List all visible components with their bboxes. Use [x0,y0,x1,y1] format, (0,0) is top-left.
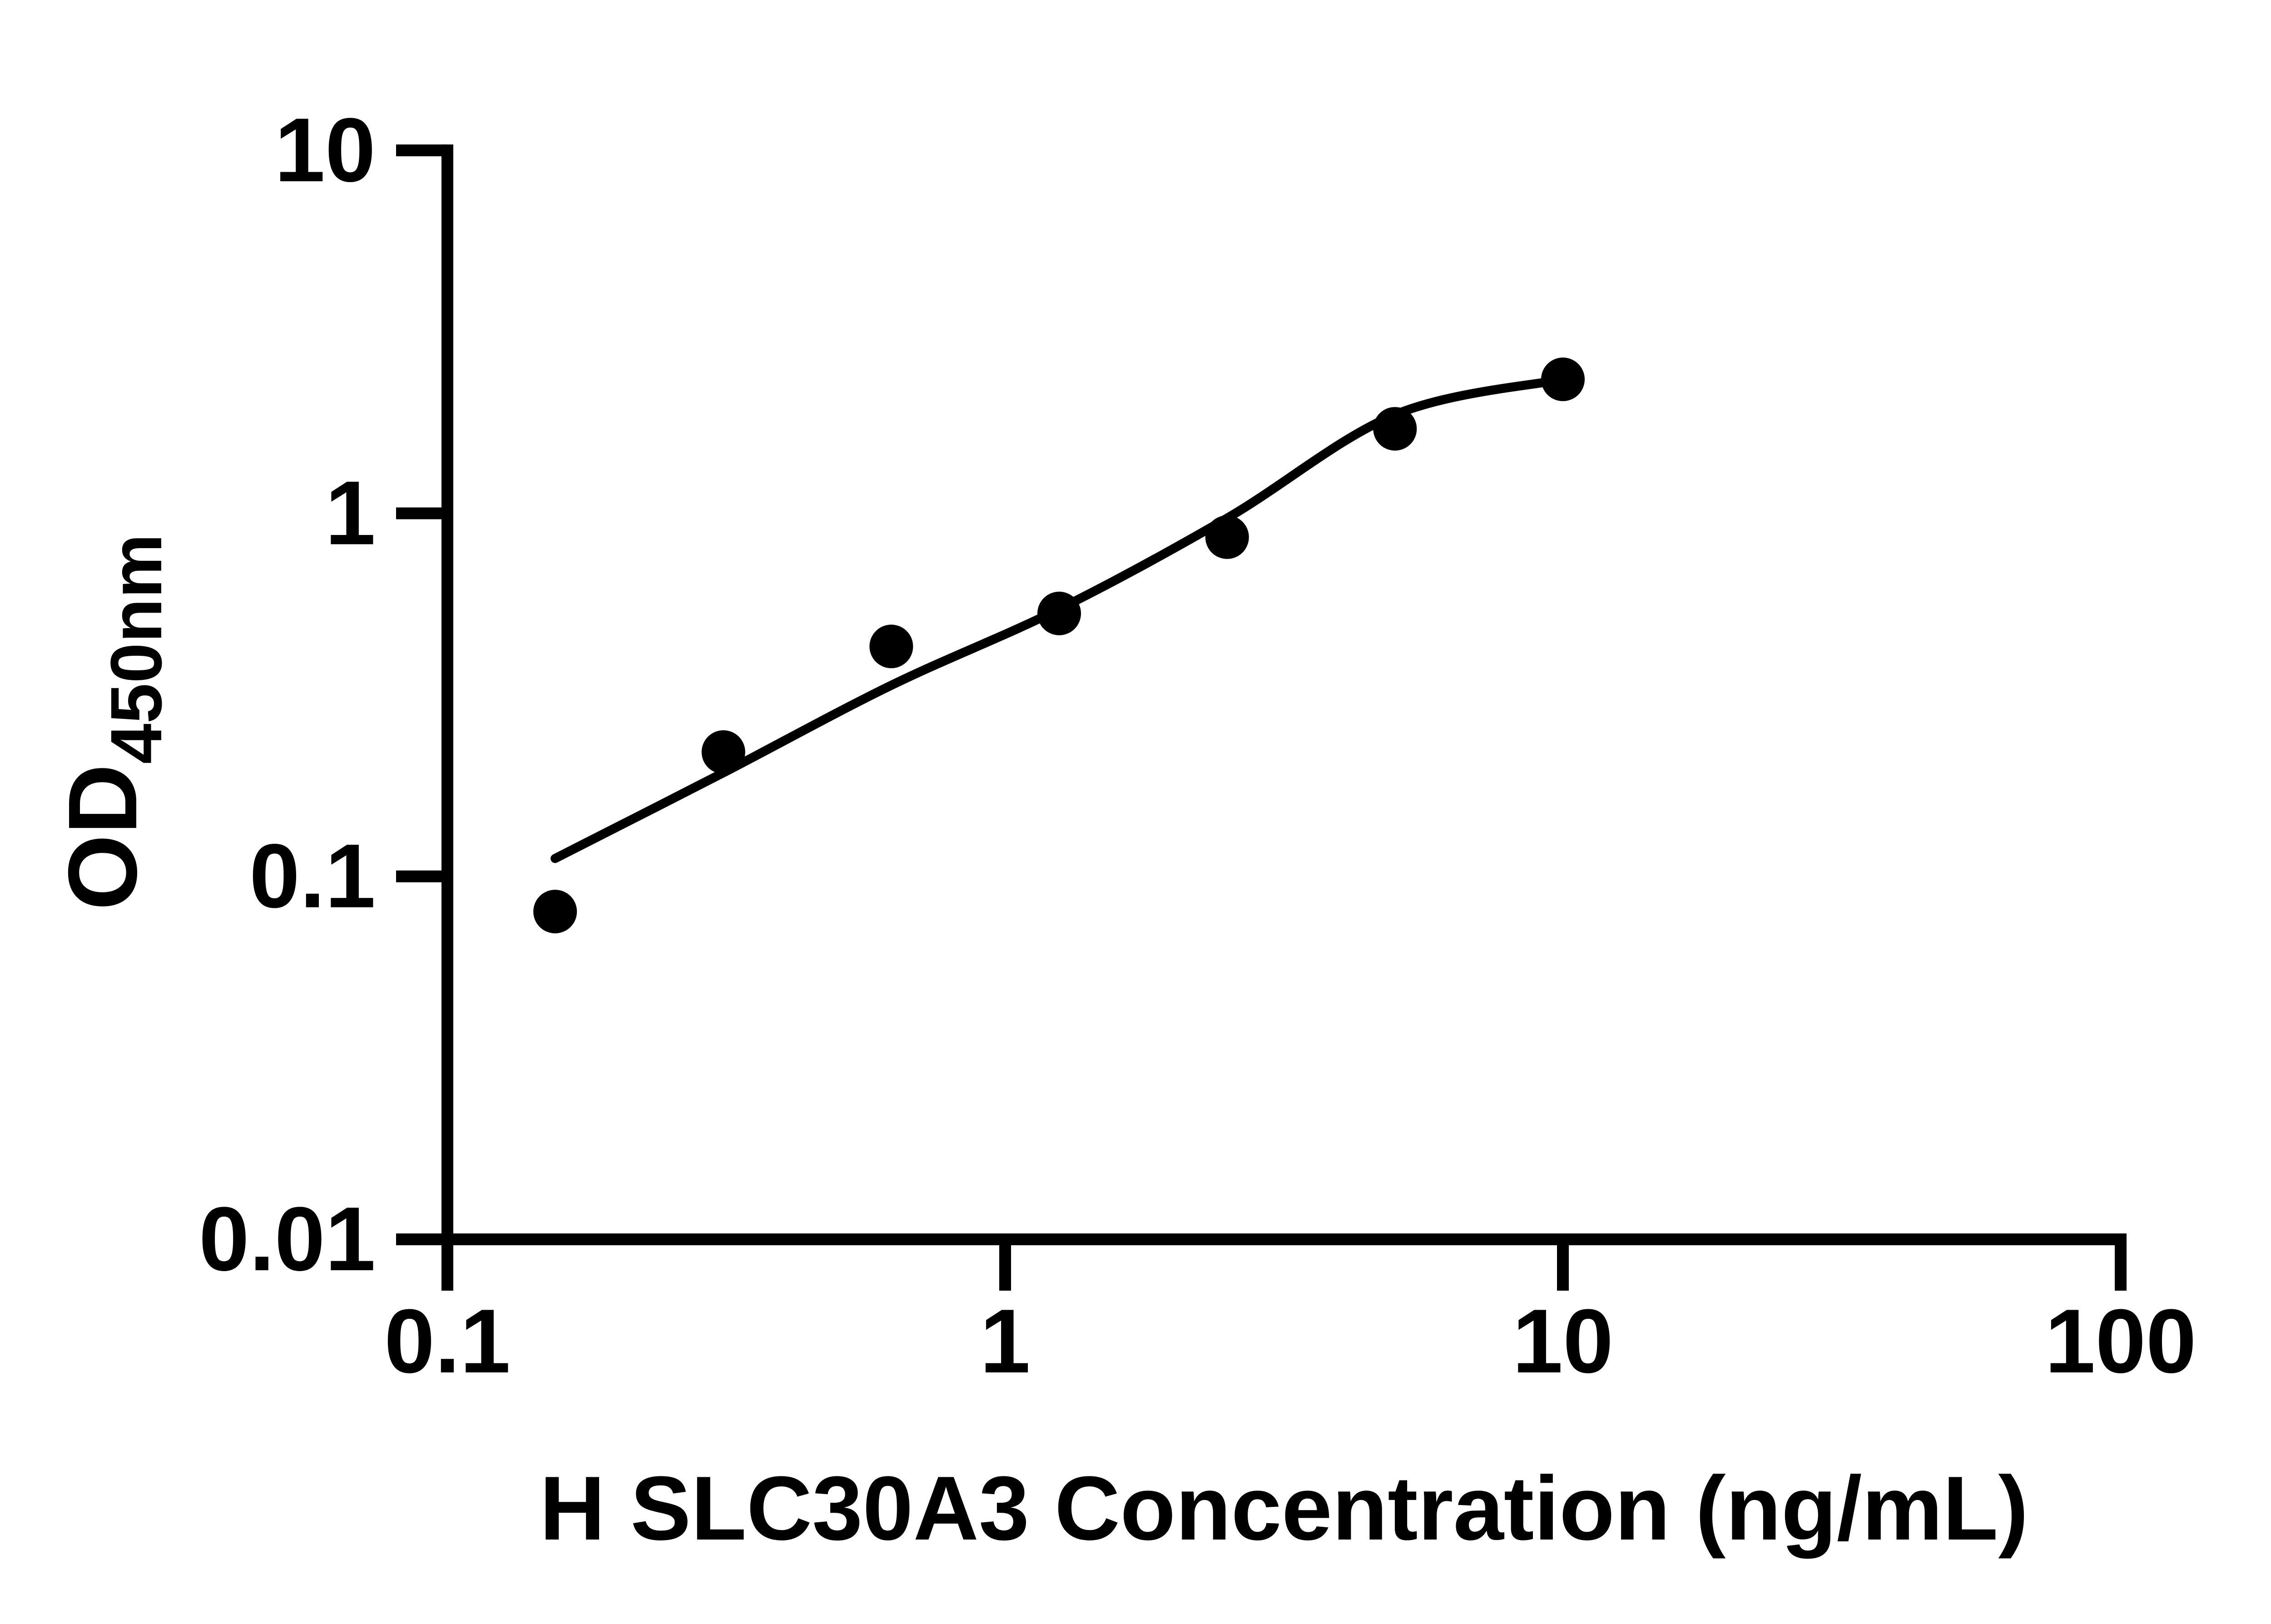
y-tick-label: 0.1 [249,826,376,927]
x-tick-label: 10 [1512,1291,1613,1392]
data-point [533,890,577,934]
y-tick-label: 10 [275,99,376,201]
y-tick-label: 0.01 [199,1188,376,1290]
y-tick-label: 1 [325,462,376,564]
data-points-group [533,357,1585,934]
data-point [869,624,913,668]
axis-ticks [396,144,2127,1291]
data-point [1541,357,1585,401]
y-axis-title: OD450nm [48,534,177,910]
x-tick-label: 100 [2045,1291,2197,1392]
axes [441,144,2127,1245]
data-point [701,730,745,774]
x-tick-label: 0.1 [384,1291,511,1392]
x-axis-title: H SLC30A3 Concentration (ng/mL) [540,1458,2028,1559]
data-point [1205,515,1249,559]
x-tick-label: 1 [980,1291,1030,1392]
data-point [1037,591,1081,635]
data-point [1373,407,1417,451]
